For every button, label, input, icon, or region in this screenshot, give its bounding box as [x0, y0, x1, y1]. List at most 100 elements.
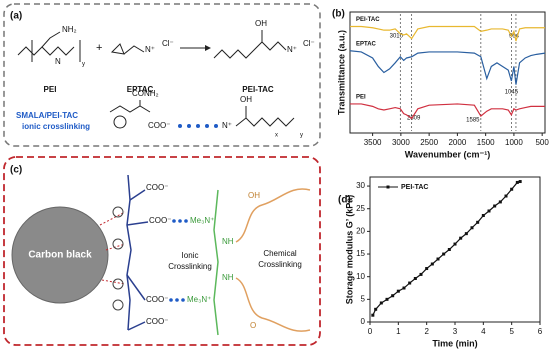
marker	[371, 313, 375, 317]
series-line	[349, 50, 546, 85]
chem-label: Cl⁻	[162, 39, 174, 48]
contacts	[99, 211, 126, 285]
smala-skeleton	[109, 105, 151, 113]
marker	[379, 301, 383, 305]
legend-label: PEI-TAC	[356, 17, 380, 23]
x-tick-label: 3500	[364, 138, 382, 147]
y-tick-label: 5	[361, 294, 366, 303]
marker	[425, 267, 429, 271]
series-line	[372, 180, 521, 316]
marker	[402, 286, 406, 290]
epoxide	[110, 43, 125, 55]
marker	[510, 187, 514, 191]
series-line	[350, 25, 545, 42]
marker	[459, 236, 463, 240]
y-tick-label: 30	[356, 181, 365, 190]
mechanism: Crosslinking	[258, 260, 302, 269]
marker	[518, 180, 522, 184]
chem-label: N⁺	[287, 45, 297, 54]
chem-label: OH	[240, 95, 252, 104]
phenyl-rings	[112, 206, 124, 311]
chem-label: N	[55, 57, 61, 66]
mechanism: Ionic	[182, 251, 199, 260]
y-tick-label: 15	[356, 249, 365, 258]
x-tick-label: 1500	[477, 138, 495, 147]
marker	[419, 272, 423, 276]
x-tick-label: 0	[368, 327, 373, 336]
annotation: 1585	[466, 118, 480, 124]
chem-label: N⁺	[222, 121, 232, 130]
marker	[385, 297, 389, 301]
marker	[504, 194, 508, 198]
carbon-black	[11, 206, 109, 304]
y-tick-label: 10	[356, 272, 365, 281]
marker	[487, 209, 491, 213]
chem-label: COO⁻	[146, 183, 168, 192]
ionic-dots	[178, 124, 218, 128]
chem-label: N⁺	[145, 45, 155, 54]
legend-label: PEI	[356, 95, 366, 101]
marker	[396, 289, 400, 293]
x-axis-label: Time (min)	[432, 338, 477, 348]
smala-chains	[126, 174, 149, 331]
panel-c-frame	[3, 156, 321, 346]
marker	[493, 204, 497, 208]
marker	[436, 257, 440, 261]
marker	[374, 307, 378, 311]
annotation: 964	[509, 34, 520, 40]
chem-label: NH₂	[62, 25, 77, 34]
plot-frame	[369, 176, 541, 323]
marker	[430, 262, 434, 266]
y-axis-label: Transmittance (a.u.)	[336, 30, 346, 115]
chem-label: NH	[222, 273, 234, 282]
x-tick-label: 3000	[392, 138, 410, 147]
chem-label: x	[275, 133, 278, 139]
marker	[498, 200, 502, 204]
crosslink	[235, 277, 311, 332]
panel-label: (d)	[338, 195, 351, 206]
marker	[391, 294, 395, 298]
marker	[447, 248, 451, 251]
legend-label: PEI-TAC	[401, 184, 428, 191]
chem-label: O	[250, 321, 256, 330]
annotation: 3010	[390, 34, 404, 40]
marker	[408, 281, 412, 285]
mechanism: Crosslinking	[168, 262, 212, 271]
x-tick-label: 2500	[420, 138, 438, 147]
marker	[413, 277, 417, 280]
y-tick-label: 0	[361, 317, 366, 326]
y-tick-label: 20	[356, 226, 365, 235]
compound-name: EPTAC	[127, 85, 154, 94]
compound-name: PEI	[44, 85, 57, 94]
compound-name: PEI-TAC	[242, 85, 274, 94]
chem-label: COO⁻	[148, 121, 170, 130]
x-tick-label: 1	[396, 327, 401, 336]
x-tick-label: 5	[509, 327, 514, 336]
chem-label: OH	[255, 19, 267, 28]
chem-label: NH	[222, 237, 234, 246]
peitac-skeleton	[213, 41, 287, 59]
marker	[470, 226, 474, 230]
marker	[464, 232, 468, 236]
series-line	[350, 103, 545, 120]
marker	[481, 214, 485, 218]
x-tick-label: 3	[453, 327, 458, 336]
chem-label: Me₃N⁺	[190, 216, 214, 225]
legend-label: EPTAC	[356, 41, 377, 47]
pei-branch	[41, 31, 61, 48]
chem-label: Me₃N⁺	[187, 295, 211, 304]
marker	[515, 180, 519, 184]
panel-a-frame	[3, 3, 321, 147]
marker	[476, 220, 480, 224]
caption: SMALA/PEI-TAC	[16, 111, 78, 120]
chem-label: CONH₂	[132, 89, 159, 98]
panel-label: (a)	[10, 11, 22, 22]
x-tick-label: 2000	[448, 138, 466, 147]
chem-label: OH	[248, 191, 260, 200]
x-tick-label: 6	[538, 327, 543, 336]
chem-label: Cl⁻	[303, 39, 315, 48]
legend-marker	[386, 185, 390, 189]
plot-frame	[349, 11, 546, 134]
eptac-skeleton	[123, 45, 145, 55]
y-axis-label: Storage modulus G’ (kPa)	[344, 195, 354, 305]
